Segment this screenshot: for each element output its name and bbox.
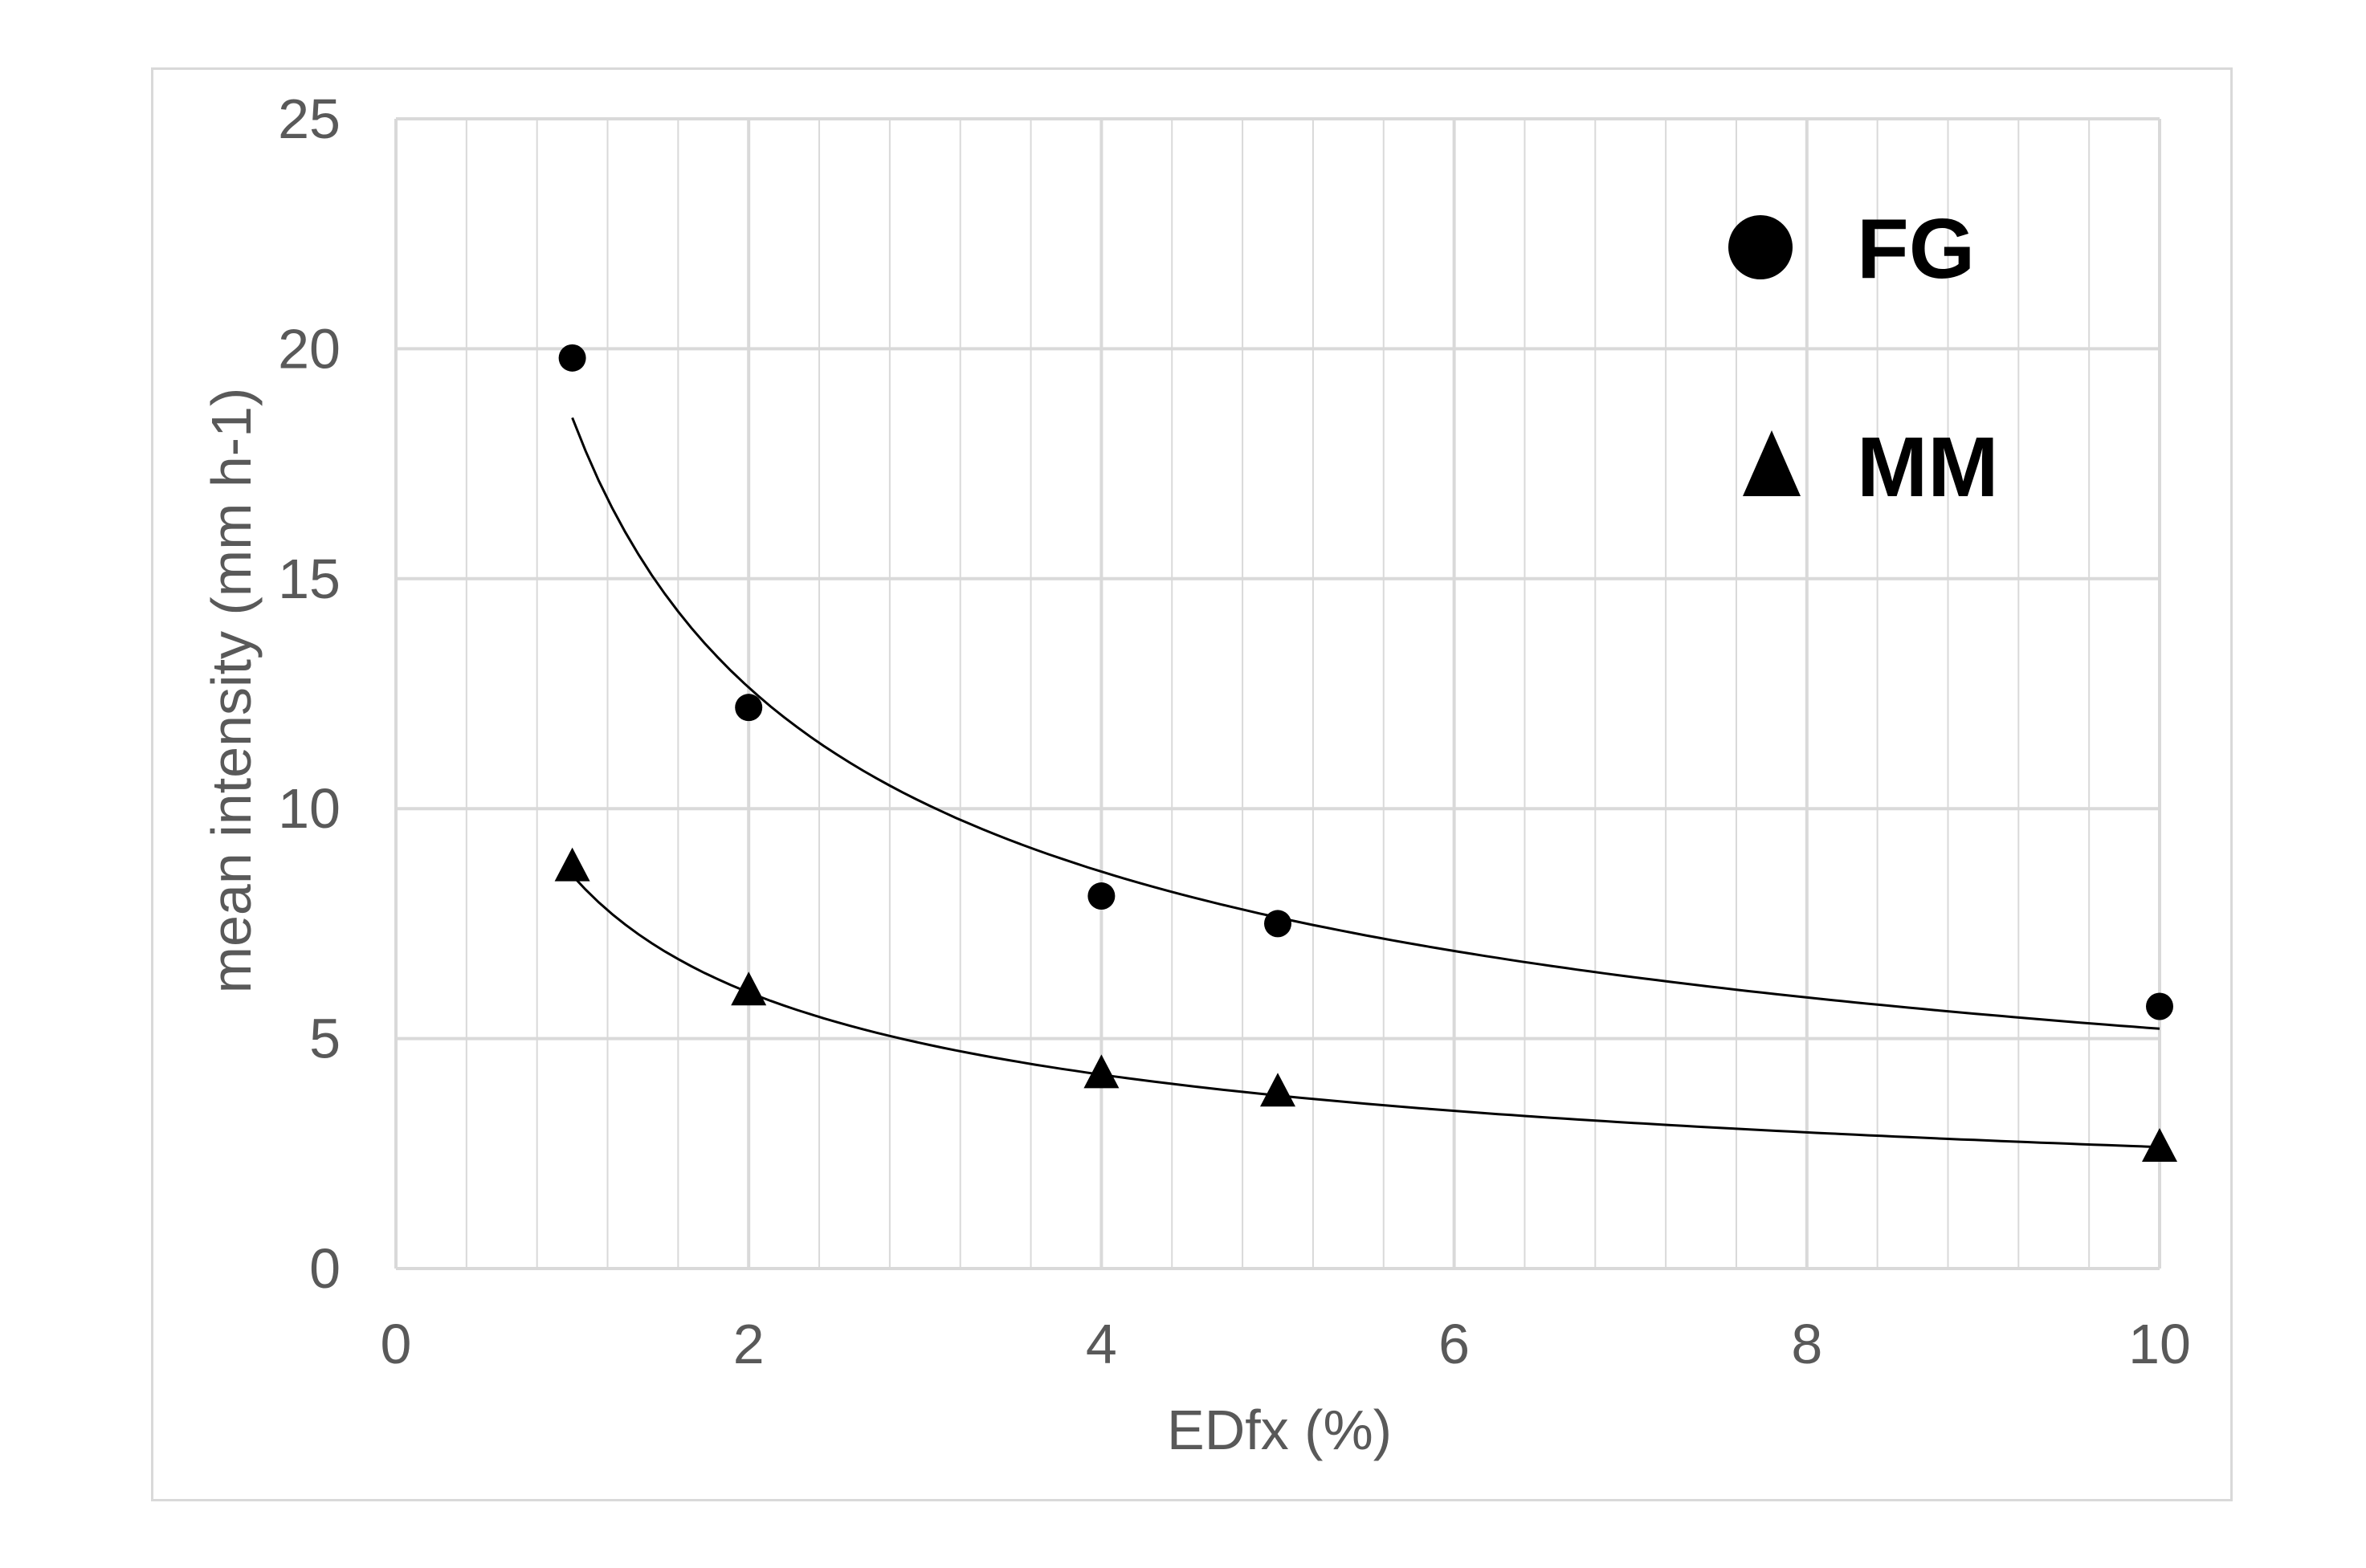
x-tick-label: 4	[1086, 1313, 1117, 1375]
chart-frame	[151, 67, 2233, 1501]
trendline-mm	[571, 874, 2160, 1149]
data-point-fg	[2146, 992, 2173, 1020]
legend: FG MM	[1728, 202, 1999, 515]
y-tick-label: 0	[309, 1237, 341, 1300]
data-point-mm	[731, 971, 767, 1006]
data-point-mm	[1260, 1073, 1295, 1107]
data-point-mm	[1083, 1054, 1120, 1089]
y-axis-ticks: 0 5 10 15 20 25	[278, 88, 341, 1300]
major-gridlines	[394, 117, 2161, 1270]
x-tick-label: 6	[1438, 1313, 1470, 1375]
data-point-mm	[554, 847, 590, 882]
data-point-fg	[735, 694, 763, 722]
data-point-fg	[1087, 882, 1116, 910]
legend-mm-marker	[1743, 430, 1801, 496]
legend-mm-label: MM	[1857, 420, 1999, 515]
x-axis-ticks: 0 2 4 6 8 10	[381, 1313, 2191, 1375]
data-point-fg	[1264, 910, 1291, 938]
data-point-mm	[2142, 1128, 2177, 1163]
trendlines	[571, 417, 2160, 1149]
x-tick-label: 10	[2128, 1313, 2191, 1375]
y-tick-label: 15	[278, 548, 341, 610]
legend-fg-marker	[1728, 215, 1793, 279]
x-tick-label: 2	[733, 1313, 765, 1375]
data-points	[554, 344, 2177, 1163]
x-tick-label: 8	[1791, 1313, 1822, 1375]
trendline-fg	[571, 417, 2160, 1030]
x-tick-label: 0	[381, 1313, 412, 1375]
y-tick-label: 20	[278, 317, 341, 380]
minor-gridlines	[465, 119, 2091, 1269]
y-tick-label: 25	[278, 88, 341, 150]
y-tick-label: 10	[278, 777, 341, 840]
x-axis-title: EDfx (%)	[1167, 1399, 1392, 1461]
legend-fg-label: FG	[1857, 202, 1975, 296]
y-axis-title: mean intensity (mm h-1)	[200, 388, 263, 994]
y-tick-label: 5	[309, 1008, 341, 1070]
data-point-fg	[558, 344, 586, 372]
